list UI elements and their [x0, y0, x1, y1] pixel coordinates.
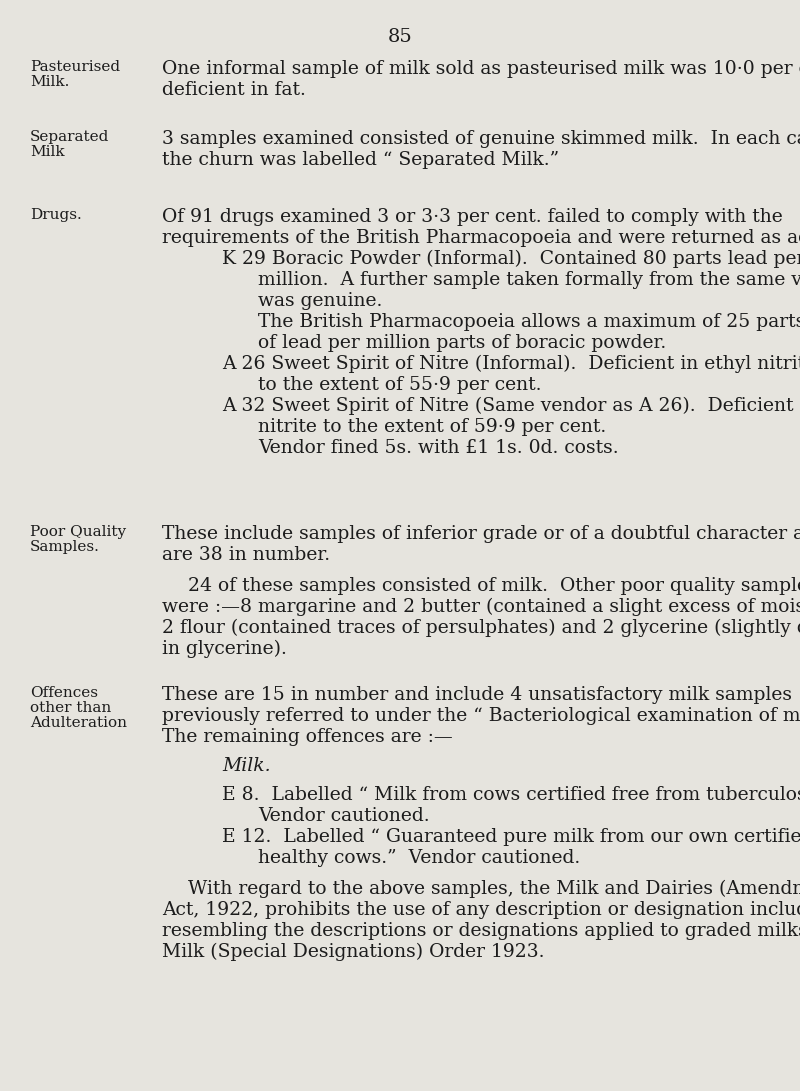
Text: deficient in fat.: deficient in fat.	[162, 81, 306, 99]
Text: previously referred to under the “ Bacteriological examination of milk.”: previously referred to under the “ Bacte…	[162, 707, 800, 726]
Text: Vendor cautioned.: Vendor cautioned.	[258, 807, 430, 825]
Text: Vendor fined 5s. with £1 1s. 0d. costs.: Vendor fined 5s. with £1 1s. 0d. costs.	[258, 439, 618, 457]
Text: Act, 1922, prohibits the use of any description or designation including or: Act, 1922, prohibits the use of any desc…	[162, 901, 800, 919]
Text: were :—8 margarine and 2 butter (contained a slight excess of moisture),: were :—8 margarine and 2 butter (contain…	[162, 598, 800, 616]
Text: Poor Quality: Poor Quality	[30, 525, 126, 539]
Text: Milk.: Milk.	[30, 75, 70, 88]
Text: 3 samples examined consisted of genuine skimmed milk.  In each case: 3 samples examined consisted of genuine …	[162, 130, 800, 148]
Text: was genuine.: was genuine.	[258, 292, 382, 310]
Text: Milk: Milk	[30, 145, 65, 159]
Text: in glycerine).: in glycerine).	[162, 640, 287, 658]
Text: Of 91 drugs examined 3 or 3·3 per cent. failed to comply with the: Of 91 drugs examined 3 or 3·3 per cent. …	[162, 208, 782, 226]
Text: other than: other than	[30, 700, 111, 715]
Text: A 26 Sweet Spirit of Nitre (Informal).  Deficient in ethyl nitrite: A 26 Sweet Spirit of Nitre (Informal). D…	[222, 355, 800, 373]
Text: million.  A further sample taken formally from the same vendor: million. A further sample taken formally…	[258, 271, 800, 289]
Text: The remaining offences are :—: The remaining offences are :—	[162, 728, 453, 746]
Text: are 38 in number.: are 38 in number.	[162, 546, 330, 564]
Text: Offences: Offences	[30, 686, 98, 700]
Text: of lead per million parts of boracic powder.: of lead per million parts of boracic pow…	[258, 334, 666, 352]
Text: requirements of the British Pharmacopoeia and were returned as adulterated.: requirements of the British Pharmacopoei…	[162, 229, 800, 247]
Text: nitrite to the extent of 59·9 per cent.: nitrite to the extent of 59·9 per cent.	[258, 418, 606, 436]
Text: These include samples of inferior grade or of a doubtful character and: These include samples of inferior grade …	[162, 525, 800, 543]
Text: Milk.: Milk.	[222, 757, 270, 775]
Text: A 32 Sweet Spirit of Nitre (Same vendor as A 26).  Deficient in ethyl: A 32 Sweet Spirit of Nitre (Same vendor …	[222, 397, 800, 416]
Text: 85: 85	[388, 28, 412, 46]
Text: With regard to the above samples, the Milk and Dairies (Amendment): With regard to the above samples, the Mi…	[188, 880, 800, 898]
Text: Milk (Special Designations) Order 1923.: Milk (Special Designations) Order 1923.	[162, 943, 545, 961]
Text: These are 15 in number and include 4 unsatisfactory milk samples: These are 15 in number and include 4 uns…	[162, 686, 792, 704]
Text: Separated: Separated	[30, 130, 110, 144]
Text: to the extent of 55·9 per cent.: to the extent of 55·9 per cent.	[258, 376, 542, 394]
Text: healthy cows.”  Vendor cautioned.: healthy cows.” Vendor cautioned.	[258, 849, 580, 867]
Text: The British Pharmacopoeia allows a maximum of 25 parts: The British Pharmacopoeia allows a maxim…	[258, 313, 800, 331]
Text: Drugs.: Drugs.	[30, 208, 82, 221]
Text: K 29 Boracic Powder (Informal).  Contained 80 parts lead per: K 29 Boracic Powder (Informal). Containe…	[222, 250, 800, 268]
Text: Pasteurised: Pasteurised	[30, 60, 120, 74]
Text: One informal sample of milk sold as pasteurised milk was 10·0 per cent.: One informal sample of milk sold as past…	[162, 60, 800, 77]
Text: resembling the descriptions or designations applied to graded milks by the: resembling the descriptions or designati…	[162, 922, 800, 940]
Text: Samples.: Samples.	[30, 540, 100, 554]
Text: the churn was labelled “ Separated Milk.”: the churn was labelled “ Separated Milk.…	[162, 151, 559, 169]
Text: E 12.  Labelled “ Guaranteed pure milk from our own certified: E 12. Labelled “ Guaranteed pure milk fr…	[222, 828, 800, 846]
Text: Adulteration: Adulteration	[30, 716, 127, 730]
Text: 24 of these samples consisted of milk.  Other poor quality samples: 24 of these samples consisted of milk. O…	[188, 577, 800, 595]
Text: E 8.  Labelled “ Milk from cows certified free from tuberculosis.”: E 8. Labelled “ Milk from cows certified…	[222, 786, 800, 804]
Text: 2 flour (contained traces of persulphates) and 2 glycerine (slightly deficient: 2 flour (contained traces of persulphate…	[162, 619, 800, 637]
